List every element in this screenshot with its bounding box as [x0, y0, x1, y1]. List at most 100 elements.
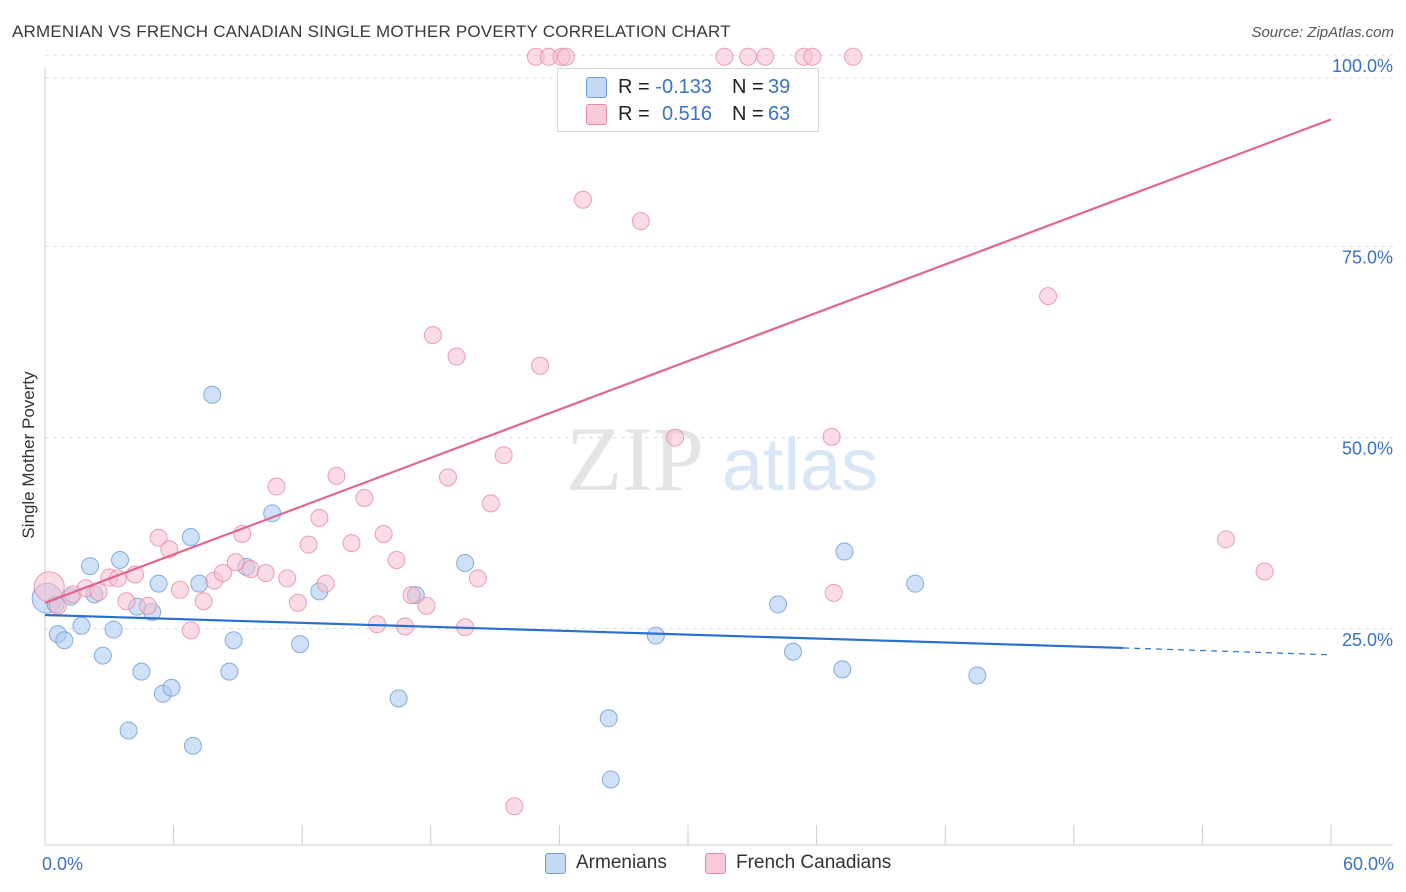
- data-point-french-canadians: [316, 574, 335, 593]
- data-point-french-canadians: [226, 553, 245, 572]
- axes: [44, 68, 1393, 846]
- data-point-armenians: [601, 770, 620, 789]
- data-point-armenians: [291, 635, 310, 654]
- data-point-french-canadians: [138, 596, 157, 615]
- data-point-french-canadians: [194, 592, 213, 611]
- grid-lines: [45, 54, 1393, 630]
- bottom-legend-label: French Canadians: [736, 852, 892, 873]
- data-point-french-canadians: [1039, 287, 1058, 306]
- data-point-armenians: [220, 662, 239, 681]
- data-point-french-canadians: [494, 446, 513, 465]
- legend-row-french-canadians: R = 0.516 N = 63: [558, 101, 818, 127]
- legend-n-label: N =: [732, 76, 764, 98]
- y-axis-label: Single Mother Poverty: [19, 371, 38, 539]
- trend-lines: [44, 118, 1332, 656]
- watermark: ZIP atlas: [566, 408, 878, 510]
- data-point-french-canadians: [117, 592, 136, 611]
- data-point-french-canadians: [803, 47, 822, 66]
- data-point-french-canadians: [89, 583, 108, 602]
- data-point-armenians: [162, 678, 181, 697]
- data-point-french-canadians: [417, 596, 436, 615]
- data-point-armenians: [769, 595, 788, 614]
- data-point-french-canadians: [181, 621, 200, 640]
- data-point-french-canadians: [631, 212, 650, 231]
- data-point-french-canadians: [824, 583, 843, 602]
- data-point-armenians: [55, 631, 74, 650]
- data-point-french-canadians: [505, 797, 524, 816]
- legend-swatch-french-canadians: [586, 104, 607, 125]
- data-point-armenians: [599, 709, 618, 728]
- legend-swatch-armenians: [586, 77, 607, 98]
- data-point-french-canadians: [531, 356, 550, 375]
- watermark-atlas: atlas: [722, 423, 878, 506]
- data-point-armenians: [183, 736, 202, 755]
- data-point-armenians: [784, 642, 803, 661]
- data-point-french-canadians: [149, 528, 168, 547]
- legend-r-value: -0.133: [655, 76, 712, 98]
- data-point-armenians: [224, 631, 243, 650]
- data-point-armenians: [104, 620, 123, 639]
- data-point-armenians: [190, 574, 209, 593]
- data-point-french-canadians: [844, 47, 863, 66]
- legend-n-value: 63: [768, 103, 791, 125]
- data-point-french-canadians: [468, 569, 487, 588]
- source-attribution: Source: ZipAtlas.com: [1251, 24, 1394, 41]
- data-point-armenians: [456, 554, 475, 573]
- legend-n-value: 39: [768, 76, 791, 98]
- data-point-french-canadians: [387, 550, 406, 569]
- data-point-french-canadians: [438, 468, 457, 487]
- data-point-french-canadians: [342, 534, 361, 553]
- data-point-french-canadians: [278, 569, 297, 588]
- data-point-french-canadians: [666, 428, 685, 447]
- data-point-armenians: [968, 666, 987, 685]
- legend-r-label: R =: [618, 103, 650, 125]
- data-point-french-canadians: [1255, 562, 1274, 581]
- y-tick-label: 25.0%: [1342, 630, 1393, 650]
- data-point-french-canadians: [374, 524, 393, 543]
- data-point-armenians: [81, 557, 100, 576]
- data-point-french-canadians: [1216, 530, 1235, 549]
- watermark-zip: ZIP: [566, 408, 704, 510]
- data-point-armenians: [203, 385, 222, 404]
- bottom-legend-label: Armenians: [576, 852, 667, 873]
- data-point-armenians: [132, 662, 151, 681]
- y-tick-label: 50.0%: [1342, 439, 1393, 459]
- trend-line-armenians: [44, 613, 1124, 650]
- trend-line-extension-armenians: [1123, 647, 1332, 656]
- data-point-armenians: [181, 528, 200, 547]
- legend-n-label: N =: [732, 103, 764, 125]
- data-point-armenians: [389, 689, 408, 708]
- data-point-french-canadians: [481, 494, 500, 513]
- data-point-french-canadians: [402, 586, 421, 605]
- data-point-french-canadians: [715, 47, 734, 66]
- trend-line-french-canadians: [44, 118, 1332, 604]
- data-point-french-canadians: [573, 190, 592, 209]
- chart-title: ARMENIAN VS FRENCH CANADIAN SINGLE MOTHE…: [12, 22, 731, 41]
- bottom-legend-swatch-armenians: [545, 853, 566, 874]
- data-point-french-canadians: [256, 563, 275, 582]
- data-point-french-canadians: [310, 508, 329, 527]
- correlation-legend: R = -0.133 N = 39 R = 0.516 N = 63: [557, 68, 819, 132]
- data-point-french-canadians: [447, 347, 466, 366]
- data-point-french-canadians: [756, 47, 775, 66]
- data-point-armenians: [72, 616, 91, 635]
- data-point-armenians: [835, 542, 854, 561]
- data-point-armenians: [646, 626, 665, 645]
- legend-r-value: 0.516: [661, 103, 712, 125]
- data-point-armenians: [93, 646, 112, 665]
- data-point-french-canadians: [299, 535, 318, 554]
- data-point-armenians: [119, 721, 138, 740]
- y-tick-label: 100.0%: [1332, 56, 1393, 76]
- data-point-french-canadians: [423, 326, 442, 345]
- data-point-french-canadians: [288, 593, 307, 612]
- data-point-armenians: [833, 660, 852, 679]
- data-points: [31, 47, 1274, 816]
- data-point-french-canadians: [213, 563, 232, 582]
- data-point-armenians: [906, 574, 925, 593]
- data-point-french-canadians: [171, 580, 190, 599]
- data-point-armenians: [149, 574, 168, 593]
- data-point-french-canadians: [355, 489, 374, 508]
- x-tick-label: 60.0%: [1343, 854, 1394, 874]
- tick-labels: 25.0% 50.0% 75.0% 100.0% 0.0% 60.0%: [42, 56, 1394, 874]
